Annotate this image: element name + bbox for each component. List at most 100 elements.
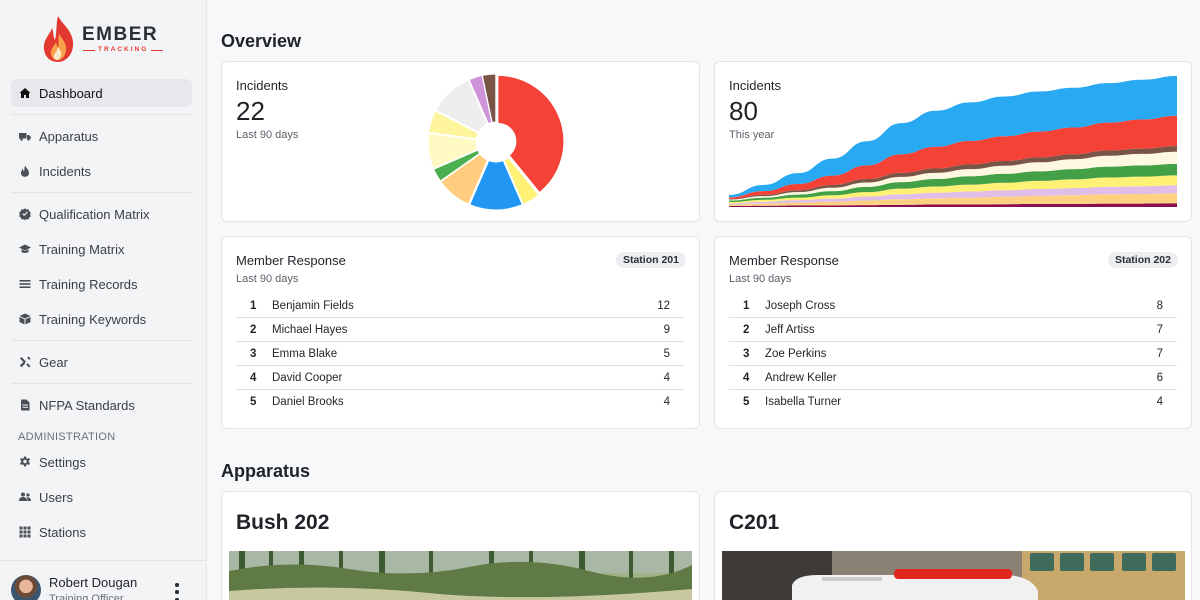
response-count: 4 <box>663 396 670 408</box>
row-divider <box>236 365 552 366</box>
apparatus-name: Bush 202 <box>236 511 330 534</box>
list-item[interactable]: 3 Zoe Perkins 7 <box>729 342 1177 366</box>
area-series[interactable] <box>729 203 1177 207</box>
nav-divider <box>11 114 192 115</box>
member-rank: 2 <box>743 324 750 336</box>
station-badge: Station 202 <box>1107 252 1178 268</box>
apparatus-name: C201 <box>729 511 780 534</box>
pie-slice[interactable] <box>481 73 497 123</box>
member-name: Benjamin Fields <box>272 300 354 312</box>
area-series[interactable] <box>729 115 1177 199</box>
member-name: Jeff Artiss <box>765 324 815 336</box>
response-count: 12 <box>657 300 670 312</box>
response-count: 4 <box>1156 396 1163 408</box>
list-item[interactable]: 2 Jeff Artiss 7 <box>729 318 1177 342</box>
sidebar-item-label: Stations <box>39 524 86 540</box>
sidebar-item-settings[interactable]: Settings <box>11 448 192 476</box>
pie-slice[interactable] <box>427 132 479 170</box>
pie-slice[interactable] <box>503 156 540 205</box>
overview-title: Overview <box>221 31 302 51</box>
badge-check-icon <box>19 208 31 220</box>
sidebar-item-users[interactable]: Users <box>11 483 192 511</box>
row-divider <box>1045 317 1177 318</box>
response-count: 7 <box>1156 348 1163 360</box>
incidents-area-chart <box>729 76 1177 207</box>
sidebar-item-training-matrix[interactable]: Training Matrix <box>11 235 192 263</box>
member-rank: 1 <box>250 300 257 312</box>
row-divider <box>729 341 1045 342</box>
apparatus-title: Apparatus <box>221 461 311 481</box>
incidents-pie-chart <box>427 73 565 211</box>
pie-slice[interactable] <box>433 149 481 182</box>
card-title: Member Response <box>236 253 346 268</box>
pie-slice[interactable] <box>435 79 489 133</box>
row-divider <box>236 317 552 318</box>
sidebar-item-gear[interactable]: Gear <box>11 348 192 376</box>
sidebar-item-qualification-matrix[interactable]: Qualification Matrix <box>11 200 192 228</box>
sidebar-item-training-keywords[interactable]: Training Keywords <box>11 305 192 333</box>
sidebar: EMBER TRACKING Dashboard Apparatus Incid… <box>0 0 207 600</box>
area-series[interactable] <box>729 163 1177 203</box>
list-item[interactable]: 1 Joseph Cross 8 <box>729 294 1177 318</box>
sidebar-item-apparatus[interactable]: Apparatus <box>11 122 192 150</box>
avatar <box>11 575 41 600</box>
row-divider <box>729 389 1045 390</box>
box-icon <box>19 313 31 325</box>
card-label: Incidents <box>236 78 289 93</box>
list-item[interactable]: 2 Michael Hayes 9 <box>236 318 684 342</box>
user-role: Training Officer <box>49 593 124 600</box>
sidebar-item-dashboard[interactable]: Dashboard <box>11 79 192 107</box>
area-series[interactable] <box>729 76 1177 198</box>
pie-slice[interactable] <box>469 159 523 211</box>
area-series[interactable] <box>729 146 1177 200</box>
member-rank: 2 <box>250 324 257 336</box>
flame-logo-icon <box>43 16 74 62</box>
sidebar-item-label: Settings <box>39 454 86 470</box>
list-item[interactable]: 3 Emma Blake 5 <box>236 342 684 366</box>
sidebar-item-label: Training Keywords <box>39 311 147 327</box>
list-item[interactable]: 4 David Cooper 4 <box>236 366 684 390</box>
pie-slice[interactable] <box>440 153 489 205</box>
area-series[interactable] <box>729 175 1177 204</box>
ember-logo[interactable]: EMBER TRACKING <box>42 14 172 64</box>
list-item[interactable]: 5 Daniel Brooks 4 <box>236 390 684 414</box>
home-icon <box>19 87 31 99</box>
list-icon <box>19 278 31 290</box>
pie-slice[interactable] <box>497 74 565 194</box>
response-count: 4 <box>663 372 670 384</box>
area-series[interactable] <box>729 185 1177 205</box>
sidebar-item-incidents[interactable]: Incidents <box>11 157 192 185</box>
list-item[interactable]: 5 Isabella Turner 4 <box>729 390 1177 414</box>
incident-count: 22 <box>236 96 265 126</box>
sidebar-nav: Dashboard Apparatus Incidents Qualificat… <box>11 79 192 553</box>
sidebar-item-label: Users <box>39 489 73 505</box>
member-rank: 3 <box>250 348 257 360</box>
response-count: 5 <box>663 348 670 360</box>
incidents-year-card: Incidents 80 This year <box>714 61 1192 222</box>
more-options-icon[interactable] <box>171 583 183 600</box>
flame-icon <box>19 165 31 177</box>
response-count: 8 <box>1156 300 1163 312</box>
sidebar-item-stations[interactable]: Stations <box>11 518 192 546</box>
area-series[interactable] <box>729 193 1177 207</box>
apparatus-card-bush-202[interactable]: Bush 202 <box>221 491 700 600</box>
member-name: Zoe Perkins <box>765 348 827 360</box>
card-label: Incidents <box>729 78 782 93</box>
user-profile[interactable]: Robert Dougan Training Officer <box>0 560 206 600</box>
row-divider <box>552 389 684 390</box>
grid-icon <box>19 526 31 538</box>
card-period: Last 90 days <box>236 129 299 141</box>
admin-section-header: ADMINISTRATION <box>18 431 116 443</box>
apparatus-card-c201[interactable]: C201 <box>714 491 1192 600</box>
pie-slice[interactable] <box>428 110 479 140</box>
list-item[interactable]: 1 Benjamin Fields 12 <box>236 294 684 318</box>
nav-divider <box>11 340 192 341</box>
response-count: 6 <box>1156 372 1163 384</box>
member-rank: 5 <box>250 396 257 408</box>
list-item[interactable]: 4 Andrew Keller 6 <box>729 366 1177 390</box>
card-period: Last 90 days <box>236 273 299 285</box>
area-series[interactable] <box>729 151 1177 201</box>
sidebar-item-training-records[interactable]: Training Records <box>11 270 192 298</box>
response-count: 7 <box>1156 324 1163 336</box>
sidebar-item-nfpa-standards[interactable]: NFPA Standards <box>11 391 192 419</box>
